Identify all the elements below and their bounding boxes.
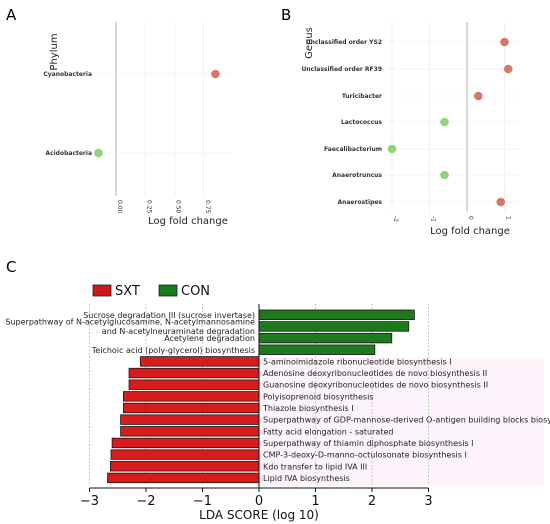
legend: SXT CON (92, 284, 210, 299)
panel-b-point (440, 170, 449, 180)
panel-c-bar (120, 414, 260, 425)
panel-b-tick-label: -2 (392, 216, 399, 222)
panel-c-tick-label: −3 (80, 494, 99, 509)
panel-c-bar-label: Teichoic acid (poly-glycerol) biosynthes… (91, 346, 255, 355)
panel-c-tick-label: −1 (193, 494, 212, 509)
panel-c-chart: Sucrose degradation III (sucrose inverta… (5, 304, 550, 509)
panel-b-tick-label: -1 (430, 216, 437, 222)
panel-c-bar-label: Superpathway of thiamin diphosphate bios… (263, 439, 473, 448)
panel-c-bar (128, 367, 260, 379)
legend-sxt-label: SXT (115, 284, 140, 299)
panel-b-point (440, 117, 449, 127)
panel-a-point (211, 69, 220, 79)
panel-b-ylabel: Genus (304, 27, 315, 59)
panel-c-bar-label: Guanosine deoxyribonucleotides de novo b… (263, 381, 488, 390)
panel-a-chart: 0.00 0.25 0.50 0.75 Cyanobacteria Acidobacter… (43, 22, 232, 214)
panel-a-category-label: Acidobacteria (45, 150, 92, 157)
panel-c-xlabel: LDA SCORE (log 10) (199, 508, 319, 522)
panel-b-point (473, 91, 483, 101)
panel-c-bar-label: CMP-3-deoxy-D-manno-octulosonate biosynt… (263, 451, 467, 460)
panel-a-tick-label: 0.25 (145, 200, 152, 214)
panel-c-bar-label: Sucrose degradation III (sucrose inverta… (83, 311, 255, 320)
panel-c-tick-label: 2 (368, 494, 376, 509)
panel-c-bar-label: Kdo transfer to lipid IVA III (263, 462, 367, 471)
panel-b-letter: B (281, 6, 291, 24)
legend-con-swatch (158, 284, 178, 297)
panel-c-bar-label: Fatty acid elongation - saturated (263, 427, 393, 436)
panel-c-bar (258, 344, 376, 355)
panel-c-bar-label: Acetylene degradation (164, 334, 255, 343)
panel-c-tick-label: 1 (311, 494, 319, 509)
panel-c-bar (258, 309, 415, 321)
panel-c-bar (258, 332, 393, 344)
panel-a-category-label: Cyanobacteria (43, 71, 92, 78)
panel-b-category-label: Anaerotruncus (332, 172, 382, 179)
panel-a-tick-label: 0.50 (175, 200, 182, 214)
panel-b-point (387, 144, 397, 154)
panel-b-point (503, 64, 513, 74)
panel-b-xlabel: Log fold change (430, 226, 510, 237)
panel-b-category-label: Lactococcus (341, 119, 382, 126)
panel-c-tick-label: 3 (424, 494, 432, 509)
panel-b-category-label: Anaerostipes (337, 199, 382, 206)
legend-sxt-swatch (92, 284, 112, 297)
panel-c-bar (123, 402, 260, 414)
panel-c-bar (110, 461, 260, 472)
panel-a-letter: A (6, 6, 17, 24)
panel-c-bar (111, 437, 260, 449)
panel-c-bar (128, 379, 260, 390)
panel-b-category-label: Faecalibacterium (324, 146, 382, 153)
panel-a-tick-label: 0.75 (204, 200, 211, 214)
panel-b-point (496, 197, 506, 207)
panel-b-category-label: Unclassified order YS2 (306, 39, 382, 46)
panel-c-bar (110, 449, 260, 460)
panel-c-bar-label: Thiazole biosynthesis I (262, 404, 354, 413)
legend-con-label: CON (181, 284, 210, 299)
panel-c-bar-label: 5-aminoimidazole ribonucleotide biosynth… (263, 357, 452, 366)
panel-c-bar (258, 321, 410, 332)
panel-c-bar (123, 391, 260, 402)
panel-c-bar (120, 426, 260, 437)
panel-c-bar-label: Lipid IVA biosynthesis (263, 474, 350, 483)
panel-c-bar-label: and N-acetylneuraminate degradation (102, 327, 255, 336)
panel-a-point (94, 148, 103, 158)
panel-c-bar-label: Superpathway of GDP-mannose-derived O-an… (263, 416, 550, 425)
panel-a-ylabel: Phylum (49, 33, 60, 70)
panel-c-bar (139, 356, 260, 367)
panel-b-tick-label: 1 (505, 216, 512, 220)
panel-c-bar-label: Superpathway of N-acetylglucosamine, N-a… (5, 318, 255, 327)
panel-b-point (500, 37, 509, 47)
panel-c-letter: C (6, 258, 16, 276)
panel-c-label-band (259, 358, 544, 486)
panel-c-bar-label: Polyisoprenoid biosynthesis (263, 392, 373, 401)
panel-a-tick-label: 0.00 (116, 200, 123, 214)
panel-b-chart: -2 -1 0 1 Unclassified order YS2 Unclassified… (302, 22, 520, 222)
panel-b-category-label: Unclassified order RF39 (302, 66, 382, 73)
panel-c-tick-label: −2 (136, 494, 155, 509)
panel-c-bar-label: Adenosine deoxyribonucleotides de novo b… (263, 369, 487, 378)
panel-a-xlabel: Log fold change (148, 216, 228, 227)
panel-b-tick-label: 0 (467, 216, 474, 220)
panel-c-bar (107, 472, 260, 484)
panel-c-tick-label: 0 (255, 494, 263, 509)
panel-b-category-label: Turicibacter (342, 93, 382, 100)
